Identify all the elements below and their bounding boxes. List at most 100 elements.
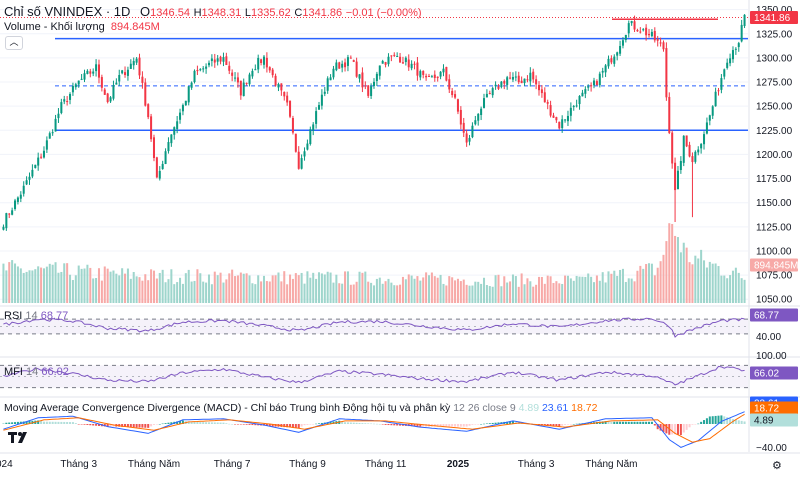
collapse-legend-button[interactable]: ︿ (5, 36, 23, 50)
candle-body (627, 23, 630, 34)
volume-bar (40, 267, 43, 303)
candle-body (338, 62, 341, 69)
macd-histogram-bar (190, 421, 193, 424)
candle-body (265, 57, 268, 68)
candle-body (45, 140, 48, 150)
candle-body (691, 156, 694, 163)
volume-label[interactable]: Volume - Khối lượng (4, 21, 105, 33)
volume-bar (280, 281, 283, 303)
macd-histogram-bar (364, 423, 367, 424)
volume-bar (445, 285, 448, 303)
macd-histogram-bar (57, 421, 60, 424)
candle-body (381, 60, 384, 64)
volume-bar (225, 279, 228, 303)
macd-signal-line (3, 413, 745, 443)
macd-histogram-bar (317, 423, 321, 424)
candle-body (367, 85, 370, 96)
candle-body (150, 116, 153, 140)
candle-body (100, 77, 103, 88)
candle-body (202, 68, 205, 70)
volume-bar (578, 276, 581, 303)
macd-histogram-bar (19, 421, 22, 424)
volume-bar (306, 271, 309, 303)
candle-body (8, 213, 11, 215)
volume-bar (540, 276, 543, 303)
macd-histogram-bar (167, 422, 170, 424)
candle-body (219, 56, 222, 62)
volume-bar (277, 272, 280, 303)
tradingview-logo[interactable] (8, 430, 30, 444)
macd-histogram-bar (474, 424, 477, 425)
candle-body (517, 75, 520, 83)
candle-body (349, 57, 352, 59)
macd-histogram-bar (616, 421, 619, 424)
candle-body (621, 40, 624, 46)
macd-histogram-bar (254, 424, 257, 426)
symbol-title[interactable]: Chỉ số VNINDEX · 1D (4, 4, 131, 19)
volume-bar (184, 273, 187, 303)
macd-histogram-bar (231, 424, 234, 425)
time-axis-label: Tháng 9 (289, 459, 326, 470)
candle-body (700, 144, 703, 149)
candle-body (514, 76, 517, 78)
candle-body (532, 71, 535, 80)
macd-legend[interactable]: Moving Average Convergence Divergence (M… (4, 402, 597, 414)
candle-body (16, 197, 19, 202)
volume-bar (401, 276, 404, 303)
volume-bar (613, 270, 616, 303)
macd-histogram-bar (439, 424, 442, 427)
macd-histogram-bar (40, 421, 43, 424)
candle-body (503, 81, 506, 84)
candle-body (335, 62, 338, 71)
macd-histogram-bar (410, 424, 413, 427)
candle-body (106, 93, 109, 103)
macd-histogram-bar (465, 424, 468, 427)
candle-body (743, 14, 746, 27)
candle-body (355, 61, 358, 77)
macd-histogram-bar (650, 421, 653, 424)
macd-histogram-bar (210, 422, 213, 424)
macd-histogram-bar (358, 422, 361, 424)
macd-histogram-bar (51, 421, 54, 424)
price-tick-label: 1325.00 (756, 29, 793, 40)
macd-histogram-bar (384, 424, 387, 425)
volume-bar (181, 283, 184, 303)
volume-bar (150, 269, 153, 303)
candle-body (648, 34, 651, 36)
volume-bar (668, 223, 671, 303)
macd-histogram-bar (659, 424, 662, 431)
volume-bar (5, 270, 8, 303)
settings-gear-icon[interactable]: ⚙ (772, 460, 782, 472)
candles-layer (2, 14, 746, 231)
volume-bar (202, 281, 205, 303)
candle-body (645, 27, 648, 36)
volume-bar (265, 281, 268, 303)
mfi-legend[interactable]: MFI 14 66.02 (4, 366, 69, 378)
volume-bar (561, 283, 564, 303)
volume-layer (2, 223, 746, 303)
volume-bar (448, 276, 451, 303)
macd-histogram-bar (45, 421, 48, 424)
candle-body (37, 157, 40, 166)
macd-histogram-bar (216, 422, 219, 424)
volume-bar (410, 275, 413, 303)
macd-histogram-bar (352, 422, 355, 424)
candle-body (520, 80, 523, 84)
candle-body (63, 99, 66, 102)
macd-histogram-bar (578, 423, 581, 424)
volume-bar (260, 281, 263, 303)
candle-body (251, 70, 254, 77)
macd-histogram-bar (5, 422, 8, 424)
volume-bar (138, 277, 141, 303)
candle-body (413, 63, 416, 65)
macd-histogram-bar (717, 415, 720, 424)
rsi-legend[interactable]: RSI 14 68.77 (4, 310, 68, 322)
volume-bar (22, 272, 25, 303)
macd-histogram-bar (141, 424, 144, 428)
volume-bar (491, 286, 494, 303)
volume-bar (364, 271, 367, 303)
volume-bar (633, 281, 636, 303)
candle-body (358, 74, 361, 79)
